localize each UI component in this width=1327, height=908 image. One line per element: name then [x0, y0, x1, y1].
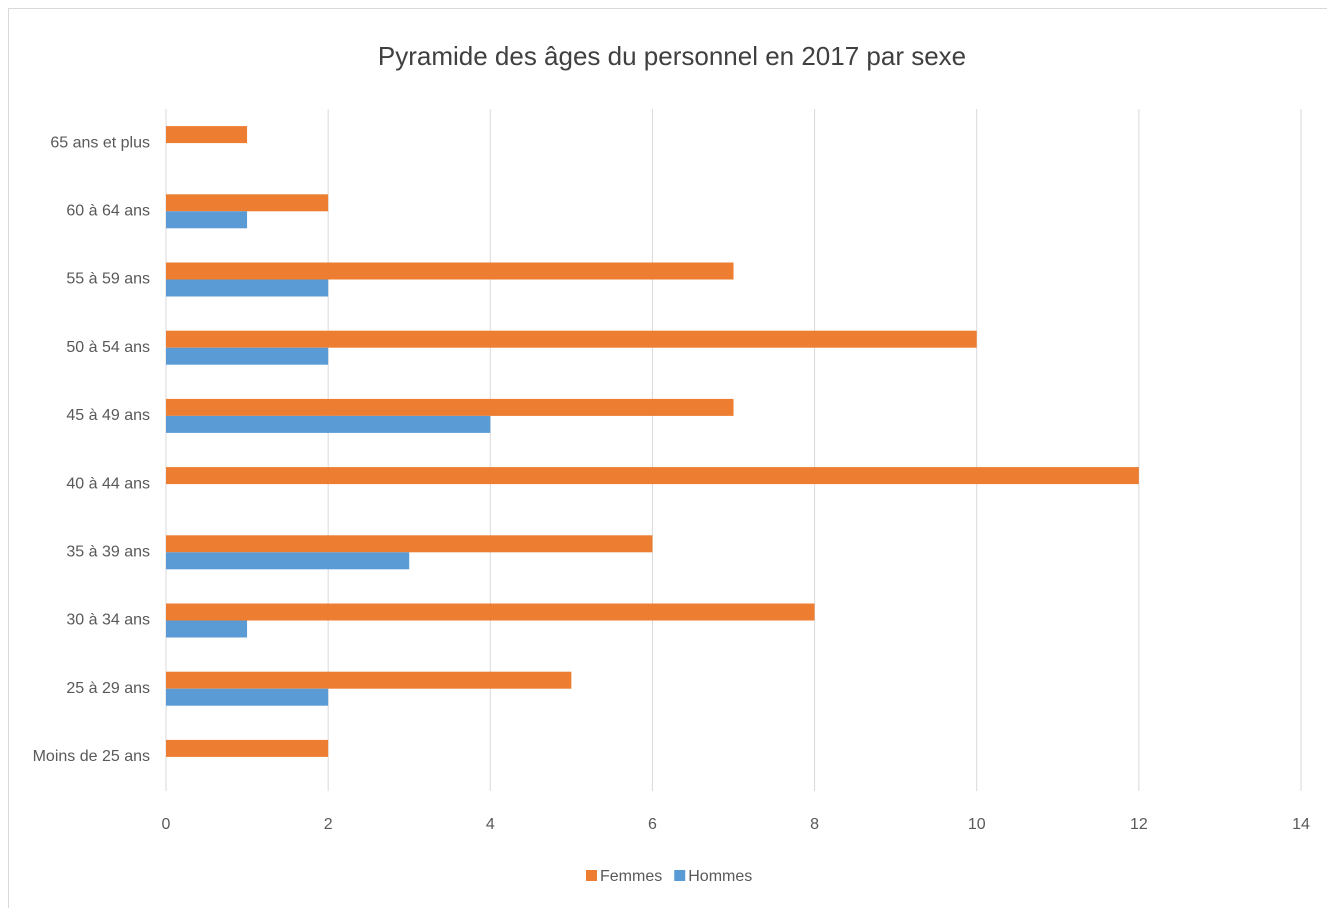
- x-tick-label: 14: [1292, 816, 1310, 833]
- y-tick-label: 35 à 39 ans: [66, 544, 150, 561]
- x-tick-label: 8: [810, 816, 819, 833]
- legend-swatch: [674, 870, 686, 881]
- bar: [166, 552, 410, 570]
- y-tick-label: 65 ans et plus: [50, 134, 150, 151]
- bar: [166, 535, 653, 553]
- bar: [166, 671, 572, 689]
- bar: [166, 279, 329, 297]
- y-tick-label: 60 à 64 ans: [66, 203, 150, 220]
- legend-label: Femmes: [600, 868, 662, 885]
- y-tick-label: 25 à 29 ans: [66, 680, 150, 697]
- y-tick-label: 40 à 44 ans: [66, 475, 150, 492]
- x-tick-label: 2: [324, 816, 333, 833]
- y-tick-label: 55 à 59 ans: [66, 271, 150, 288]
- bar: [166, 620, 248, 638]
- x-tick-label: 4: [486, 816, 495, 833]
- chart-title: Pyramide des âges du personnel en 2017 p…: [378, 41, 966, 71]
- bar: [166, 211, 248, 229]
- bar: [166, 194, 329, 212]
- bar: [166, 688, 329, 706]
- y-tick-label: Moins de 25 ans: [33, 748, 150, 765]
- bar: [166, 347, 329, 365]
- bar: [166, 330, 977, 348]
- legend-label: Hommes: [688, 868, 752, 885]
- bar: [166, 603, 815, 621]
- x-tick-label: 6: [648, 816, 657, 833]
- chart-border: [8, 8, 1327, 908]
- y-tick-label: 30 à 34 ans: [66, 612, 150, 629]
- legend-swatch: [586, 870, 597, 881]
- bar: [166, 739, 329, 757]
- y-tick-label: 45 à 49 ans: [66, 407, 150, 424]
- bar: [166, 415, 491, 433]
- bar: [166, 262, 734, 280]
- x-tick-label: 0: [162, 816, 171, 833]
- bar: [166, 398, 734, 416]
- y-tick-label: 50 à 54 ans: [66, 339, 150, 356]
- x-tick-label: 10: [968, 816, 986, 833]
- bar: [166, 467, 1139, 485]
- bar: [166, 126, 248, 144]
- x-tick-label: 12: [1130, 816, 1148, 833]
